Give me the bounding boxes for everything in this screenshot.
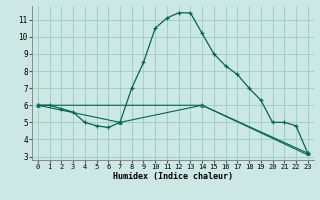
X-axis label: Humidex (Indice chaleur): Humidex (Indice chaleur) bbox=[113, 172, 233, 181]
